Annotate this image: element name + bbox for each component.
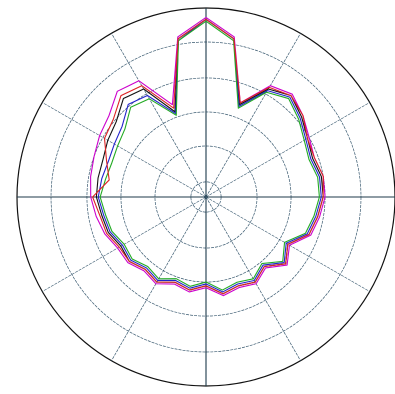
grid-spoke bbox=[205, 33, 301, 198]
series-line bbox=[99, 20, 320, 291]
series-line bbox=[92, 18, 324, 295]
grid-spoke bbox=[205, 102, 370, 198]
grid-spoke bbox=[111, 33, 207, 198]
series-line bbox=[90, 16, 326, 297]
grid-spoke bbox=[42, 102, 207, 198]
series-line bbox=[95, 18, 324, 295]
series-line bbox=[97, 18, 322, 293]
